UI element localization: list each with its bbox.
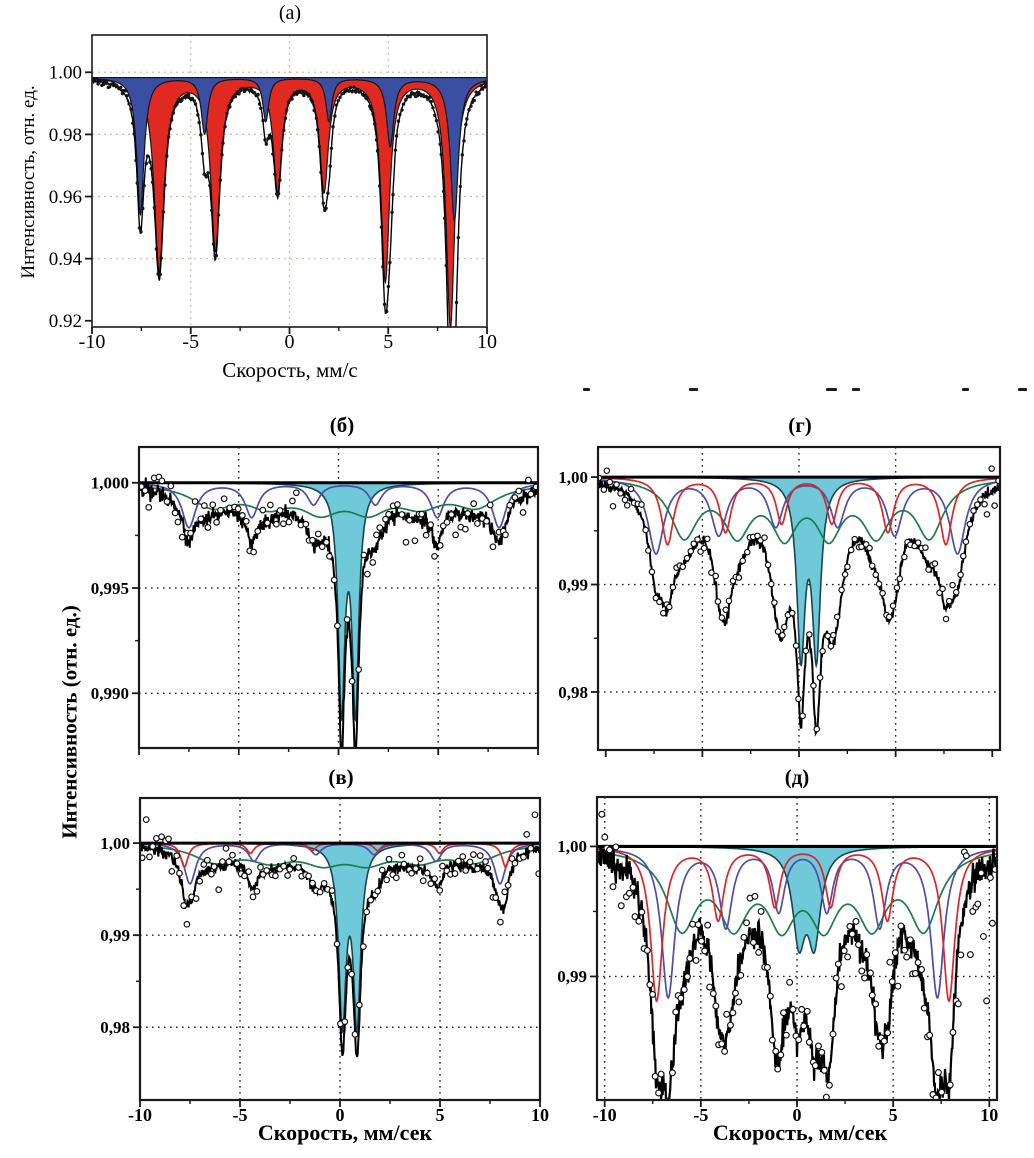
x-tick-label: 0 xyxy=(793,1105,802,1125)
artifact-dash xyxy=(1018,388,1027,391)
y-tick-label: 1,000 xyxy=(91,474,129,493)
x-tick-label: 10 xyxy=(477,331,497,353)
x-tick-label: -10 xyxy=(128,1105,152,1125)
artifact-dash xyxy=(852,388,860,391)
y-tick-label: 1.00 xyxy=(49,63,82,84)
artifact-dash xyxy=(689,388,698,391)
x-tick-label: 5 xyxy=(889,1105,898,1125)
panel-a-y-axis-label: Интенсивность, отн. ед. xyxy=(18,85,39,279)
y-tick-label: 0,995 xyxy=(91,579,129,598)
panel-d-title: (д) xyxy=(784,765,810,789)
panel-v-x-axis-label: Скорость, мм/сек xyxy=(257,1120,433,1145)
panel-b-title: (б) xyxy=(329,413,355,437)
shared-y-axis-label: Интенсивность (отн. ед.) xyxy=(57,605,82,839)
x-tick-label: 10 xyxy=(531,1105,549,1125)
panel-g-title: (г) xyxy=(788,413,812,437)
x-tick-label: 0 xyxy=(336,1105,345,1125)
y-tick-label: 0,99 xyxy=(557,967,587,986)
y-tick-label: 0,98 xyxy=(558,683,588,702)
y-tick-label: 0,98 xyxy=(100,1018,130,1037)
y-tick-label: 0.96 xyxy=(49,187,82,208)
artifact-dash xyxy=(826,388,837,391)
x-tick-label: 10 xyxy=(980,1105,998,1125)
x-tick-label: -5 xyxy=(233,1105,248,1125)
x-tick-label: -10 xyxy=(593,1105,617,1125)
panel-d-x-axis-label: Скорость, мм/сек xyxy=(712,1120,888,1145)
y-tick-label: 0.94 xyxy=(49,249,83,270)
y-tick-label: 0,99 xyxy=(100,926,130,945)
y-tick-label: 0,990 xyxy=(91,684,129,703)
y-tick-label: 1,00 xyxy=(558,468,588,487)
panel-d-plot: 1,00 0,99 -10 -5 0 5 10 xyxy=(557,795,998,1125)
panel-b-plot: 1,000 0,995 0,990 xyxy=(91,445,540,755)
x-tick-label: -5 xyxy=(693,1105,708,1125)
panel-a-plot: 1.00 0.98 0.96 0.94 0.92-10 -5 0 5 10 xyxy=(49,34,497,353)
x-tick-label: -5 xyxy=(182,331,199,353)
y-tick-label: 0,99 xyxy=(558,575,588,594)
y-tick-label: 0.92 xyxy=(49,311,82,332)
x-tick-label: -10 xyxy=(79,331,106,353)
y-tick-label: 1,00 xyxy=(100,834,130,853)
panel-v-plot: 1,00 0,99 0,98 -10 -5 0 5 10 xyxy=(100,796,549,1125)
artifact-dash xyxy=(583,388,590,391)
artifact-dash xyxy=(962,388,969,391)
x-tick-label: 5 xyxy=(383,331,393,353)
y-tick-label: 0.98 xyxy=(49,125,82,146)
panel-a-title: (а) xyxy=(278,2,302,24)
panel-a-x-axis-label: Скорость, мм/с xyxy=(222,358,358,382)
panel-g-plot: 1,00 0,99 0,98 xyxy=(558,445,1002,757)
x-tick-label: 0 xyxy=(285,331,295,353)
x-tick-label: 5 xyxy=(436,1105,445,1125)
panel-v-title: (в) xyxy=(328,765,354,789)
y-tick-label: 1,00 xyxy=(557,837,587,856)
